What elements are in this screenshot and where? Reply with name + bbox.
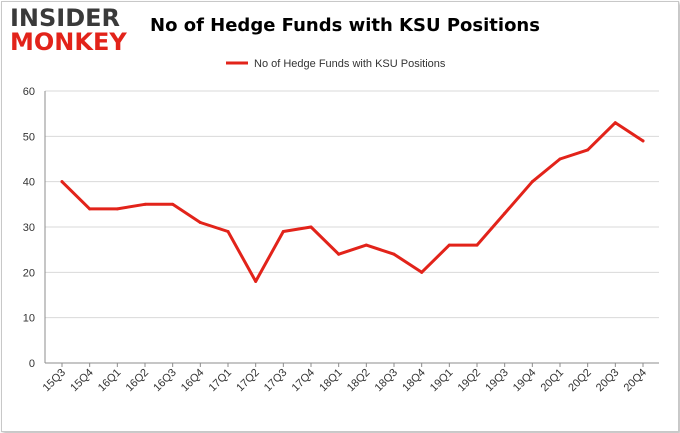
data-point xyxy=(281,230,285,234)
data-point xyxy=(115,207,119,211)
y-tick-label: 60 xyxy=(23,86,35,98)
x-tick-label: 19Q3 xyxy=(483,367,511,395)
data-point xyxy=(226,230,230,234)
insider-monkey-logo: INSIDER MONKEY xyxy=(10,6,128,56)
x-tick-label: 17Q3 xyxy=(262,367,290,395)
data-point xyxy=(530,180,534,184)
x-tick-label: 17Q1 xyxy=(207,367,235,395)
x-tick-label: 17Q2 xyxy=(234,367,262,395)
legend: No of Hedge Funds with KSU Positions xyxy=(226,58,446,70)
data-point xyxy=(171,202,175,206)
x-tick-label: 16Q4 xyxy=(179,367,207,395)
data-point xyxy=(254,279,258,283)
data-point xyxy=(447,243,451,247)
x-tick-label: 16Q1 xyxy=(96,367,124,395)
x-tick-label: 18Q2 xyxy=(345,367,373,395)
series-layer xyxy=(60,121,645,283)
x-tick-label: 20Q1 xyxy=(539,367,567,395)
data-point xyxy=(503,211,507,215)
x-tick-label: 18Q1 xyxy=(317,367,345,395)
x-tick-label: 15Q4 xyxy=(68,367,96,395)
x-tick-label: 18Q4 xyxy=(400,367,428,395)
y-tick-label: 0 xyxy=(29,358,35,370)
y-tick-label: 10 xyxy=(23,313,35,325)
x-tick-label: 18Q3 xyxy=(373,367,401,395)
data-point xyxy=(309,225,313,229)
x-tick-label: 15Q3 xyxy=(41,367,69,395)
data-point xyxy=(586,148,590,152)
y-tick-label: 40 xyxy=(23,177,35,189)
x-tick-label: 16Q3 xyxy=(151,367,179,395)
x-tick-label: 19Q2 xyxy=(456,367,484,395)
gridlines xyxy=(45,90,659,319)
data-point xyxy=(392,252,396,256)
data-point xyxy=(198,220,202,224)
data-point xyxy=(88,207,92,211)
chart-title: No of Hedge Funds with KSU Positions xyxy=(150,15,540,36)
legend-label: No of Hedge Funds with KSU Positions xyxy=(254,58,446,70)
data-point xyxy=(337,252,341,256)
y-tick-labels: 0 10 20 30 40 50 60 xyxy=(23,86,35,370)
data-point xyxy=(364,243,368,247)
y-tick-label: 20 xyxy=(23,267,35,279)
logo-text-bottom: MONKEY xyxy=(10,28,127,56)
logo-text-top: INSIDER xyxy=(10,4,121,32)
data-point xyxy=(558,157,562,161)
data-point xyxy=(641,139,645,143)
x-tick-label: 17Q4 xyxy=(290,367,318,395)
x-tick-label: 19Q1 xyxy=(428,367,456,395)
axes xyxy=(44,91,659,367)
data-point xyxy=(613,121,617,125)
x-tick-label: 20Q4 xyxy=(622,367,650,395)
x-tick-label: 20Q2 xyxy=(566,367,594,395)
data-point xyxy=(60,180,64,184)
x-tick-label: 20Q3 xyxy=(594,367,622,395)
x-tick-label: 19Q4 xyxy=(511,367,539,395)
x-tick-labels: 15Q3 15Q4 16Q1 16Q2 16Q3 16Q4 17Q1 17Q2 17Q3 17Q4… xyxy=(41,367,650,395)
x-tick-label: 16Q2 xyxy=(124,367,152,395)
data-point xyxy=(475,243,479,247)
series-line-0 xyxy=(60,121,645,283)
data-point xyxy=(143,202,147,206)
y-tick-label: 50 xyxy=(23,131,35,143)
y-tick-label: 30 xyxy=(23,222,35,234)
data-point xyxy=(420,270,424,274)
